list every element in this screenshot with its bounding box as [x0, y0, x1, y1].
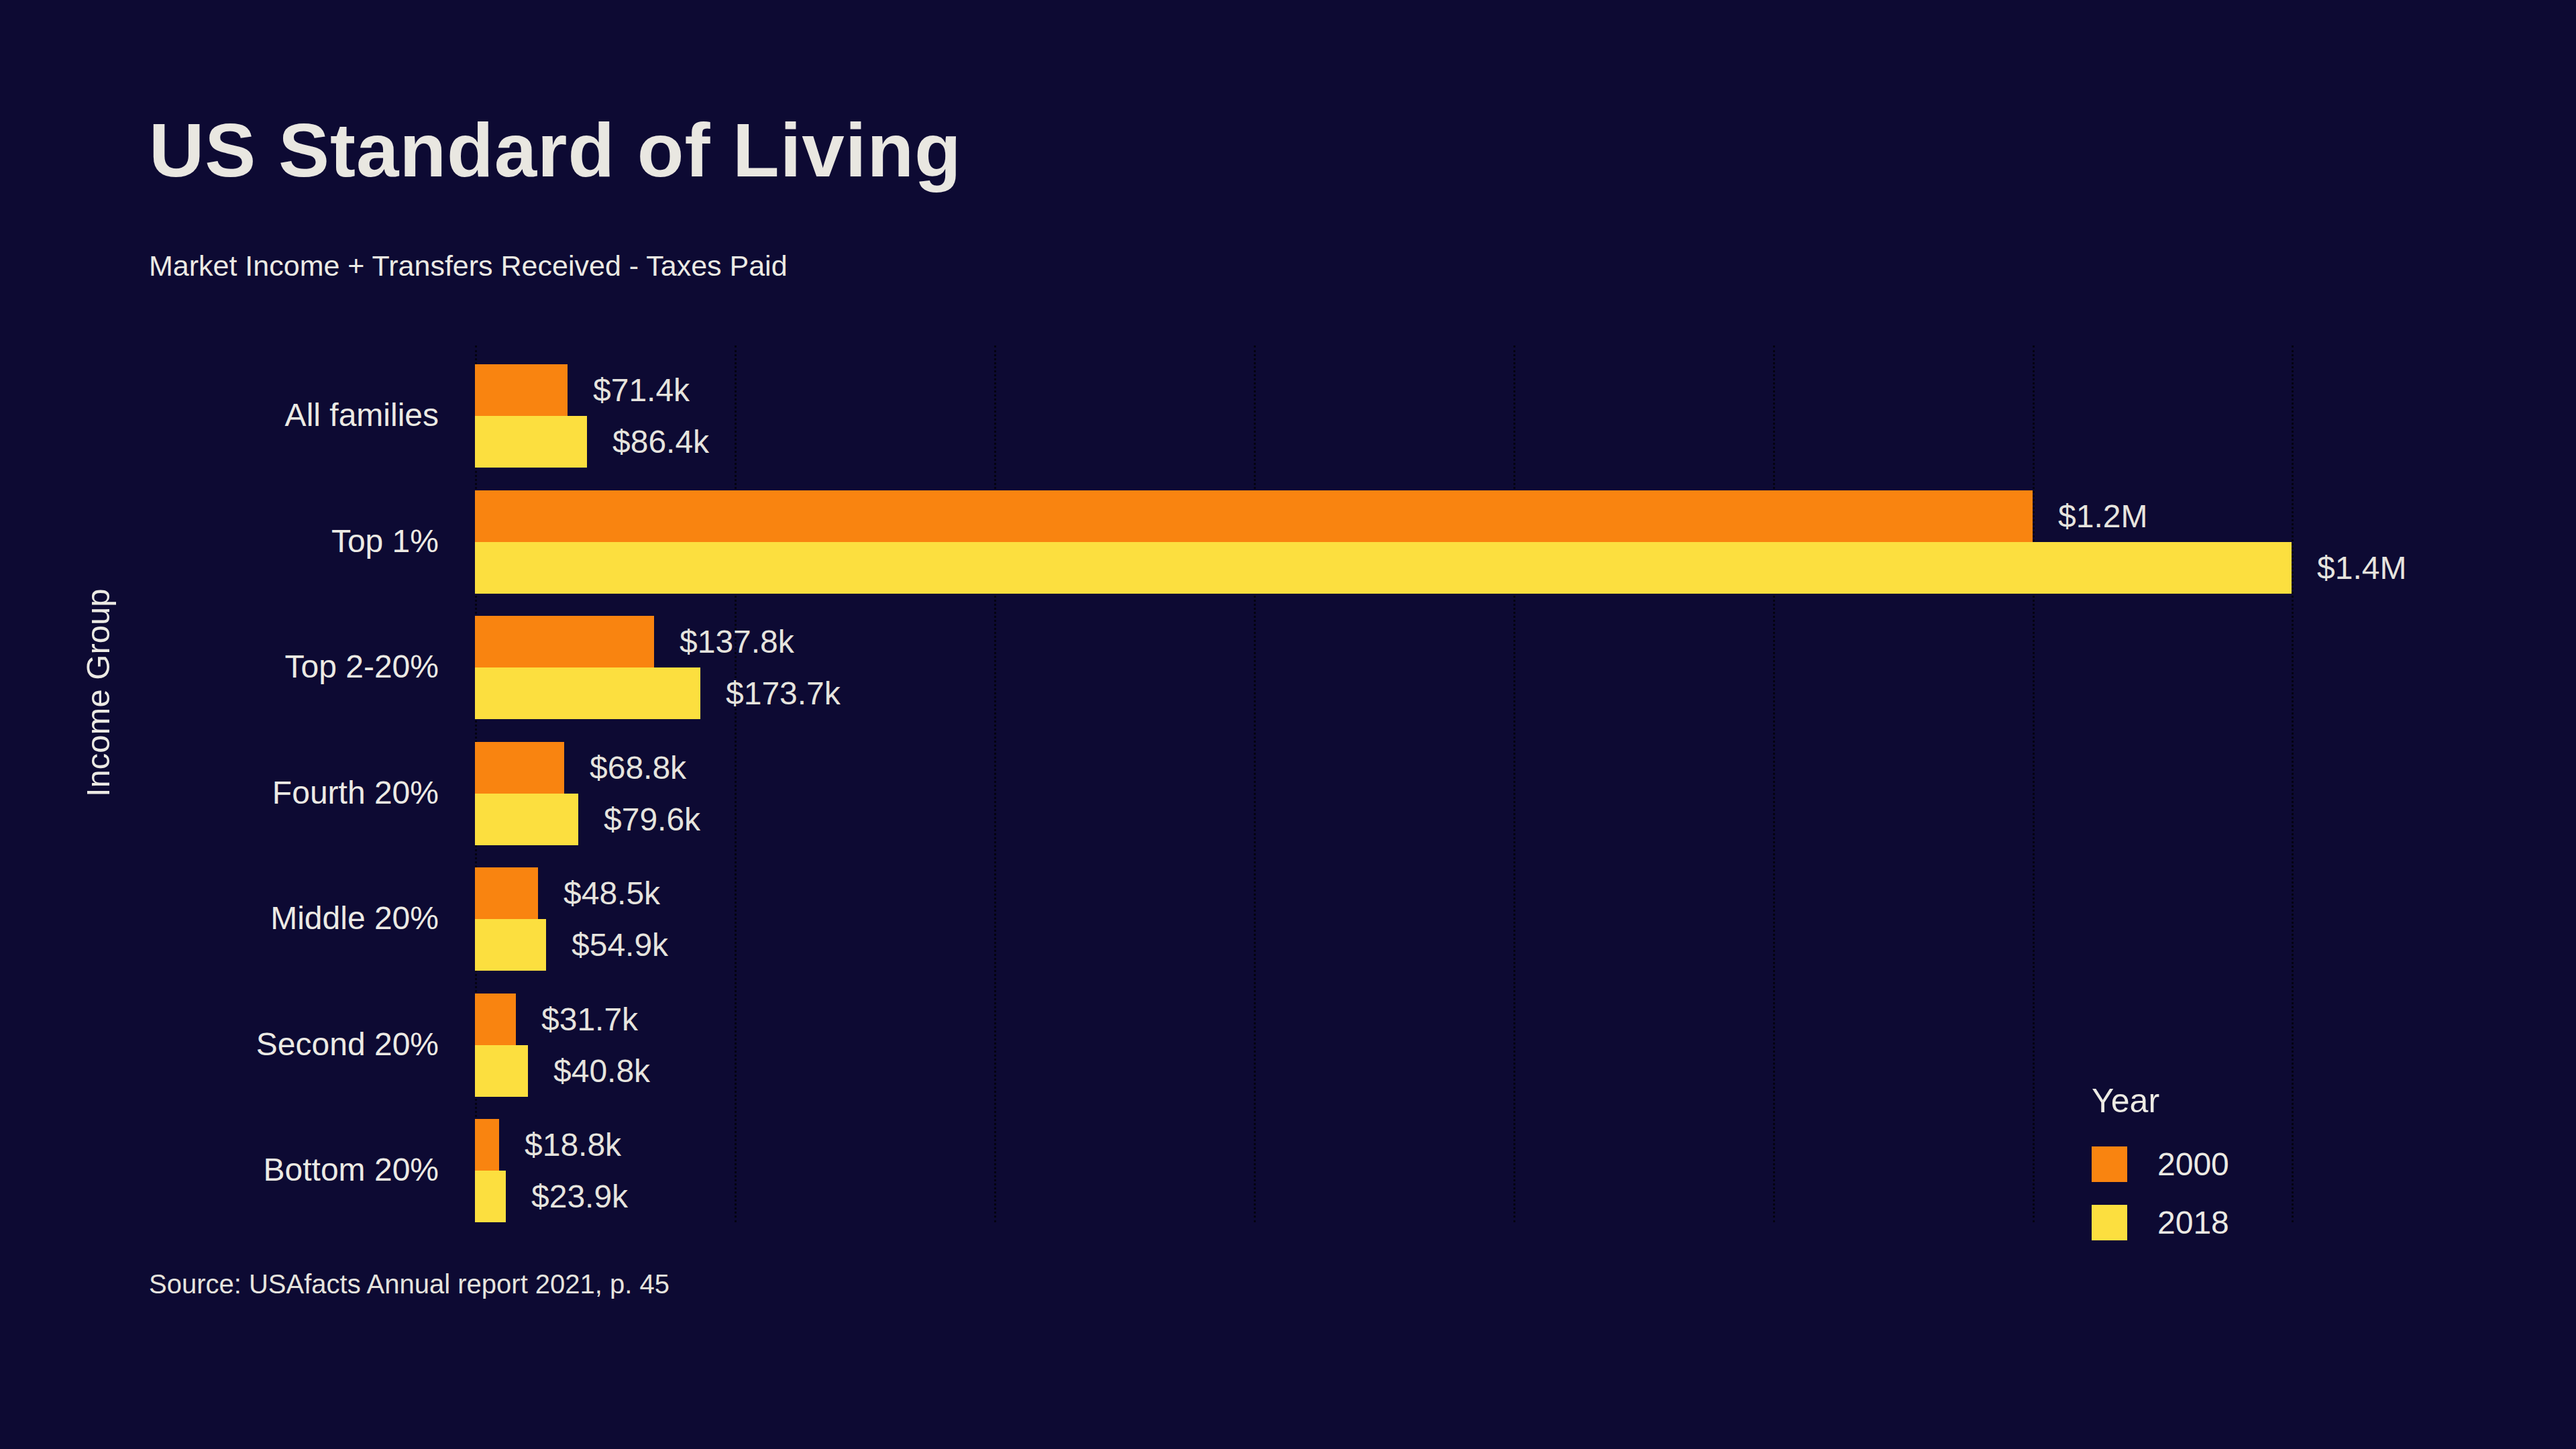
- value-label: $137.8k: [680, 616, 794, 667]
- gridline: [2033, 345, 2035, 1222]
- value-label: $79.6k: [604, 794, 700, 845]
- value-label: $18.8k: [525, 1119, 621, 1171]
- value-label: $71.4k: [593, 364, 690, 416]
- gridline: [994, 345, 996, 1222]
- value-label: $68.8k: [590, 742, 686, 794]
- legend-swatch-icon: [2092, 1146, 2127, 1182]
- legend-items: 2000 2018: [2092, 1146, 2229, 1240]
- bar-2000: [475, 1119, 499, 1171]
- bar-2018: [475, 1171, 506, 1222]
- bar-2018: [475, 542, 2292, 594]
- category-label: Top 2-20%: [63, 648, 439, 685]
- category-label: Fourth 20%: [63, 774, 439, 811]
- bar-2000: [475, 742, 564, 794]
- chart-canvas: US Standard of Living Market Income + Tr…: [0, 0, 2576, 1449]
- gridline: [1513, 345, 1515, 1222]
- category-label: Bottom 20%: [63, 1151, 439, 1188]
- source-note: Source: USAfacts Annual report 2021, p. …: [149, 1269, 669, 1299]
- legend-item-2000: 2000: [2092, 1146, 2229, 1182]
- bar-2000: [475, 616, 654, 667]
- category-label: Second 20%: [63, 1026, 439, 1063]
- bar-2000: [475, 364, 568, 416]
- value-label: $1.2M: [2058, 490, 2147, 542]
- category-label: Top 1%: [63, 523, 439, 559]
- legend-label: 2000: [2157, 1146, 2229, 1183]
- gridline: [1254, 345, 1256, 1222]
- bar-2018: [475, 416, 587, 468]
- value-label: $40.8k: [553, 1045, 650, 1097]
- bar-2018: [475, 794, 578, 845]
- value-label: $1.4M: [2317, 542, 2406, 594]
- bar-2000: [475, 994, 516, 1045]
- legend-title: Year: [2092, 1081, 2229, 1120]
- bar-2018: [475, 667, 700, 719]
- legend: Year 2000 2018: [2092, 1081, 2229, 1263]
- value-label: $48.5k: [564, 867, 660, 919]
- bar-2018: [475, 1045, 528, 1097]
- value-label: $86.4k: [612, 416, 709, 468]
- gridline: [735, 345, 737, 1222]
- gridline: [2292, 345, 2294, 1222]
- category-label: All families: [63, 396, 439, 433]
- value-label: $54.9k: [572, 919, 668, 971]
- value-label: $31.7k: [541, 994, 638, 1045]
- category-label: Middle 20%: [63, 900, 439, 936]
- legend-item-2018: 2018: [2092, 1204, 2229, 1240]
- value-label: $23.9k: [531, 1171, 628, 1222]
- gridline: [1773, 345, 1775, 1222]
- value-label: $173.7k: [726, 667, 841, 719]
- bar-2000: [475, 867, 538, 919]
- bar-2000: [475, 490, 2033, 542]
- legend-swatch-icon: [2092, 1205, 2127, 1240]
- legend-label: 2018: [2157, 1204, 2229, 1241]
- bar-2018: [475, 919, 546, 971]
